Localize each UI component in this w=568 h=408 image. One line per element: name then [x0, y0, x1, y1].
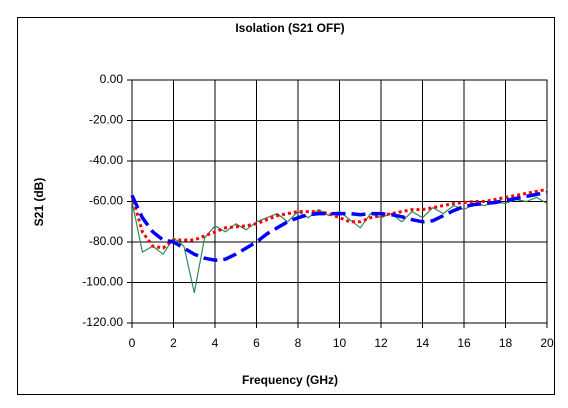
x-tick-label: 20: [540, 336, 554, 350]
y-tick-label: -40.00: [89, 153, 123, 167]
x-tick-label: 10: [333, 336, 347, 350]
y-tick-label: 0.00: [100, 72, 124, 86]
series-line: [130, 187, 548, 250]
x-tick-label: 16: [457, 336, 471, 350]
y-tick-label: -20.00: [89, 113, 123, 127]
y-axis-label: S21 (dB): [32, 178, 46, 227]
y-tick-label: -80.00: [89, 234, 123, 248]
x-tick-label: 18: [499, 336, 513, 350]
x-tick-label: 2: [170, 336, 177, 350]
x-tick-label: 14: [416, 336, 430, 350]
x-tick-label: 4: [212, 336, 219, 350]
x-tick-label: 12: [374, 336, 388, 350]
chart-title: Isolation (S21 OFF): [235, 21, 344, 35]
x-tick-label: 8: [295, 336, 302, 350]
y-tick-label: -100.00: [82, 275, 123, 289]
x-tick-label: 0: [129, 336, 136, 350]
y-tick-label: -120.00: [82, 315, 123, 329]
series-line: [130, 190, 548, 262]
y-tick-label: -60.00: [89, 194, 123, 208]
x-axis-label: Frequency (GHz): [242, 373, 338, 387]
x-tick-label: 6: [253, 336, 260, 350]
